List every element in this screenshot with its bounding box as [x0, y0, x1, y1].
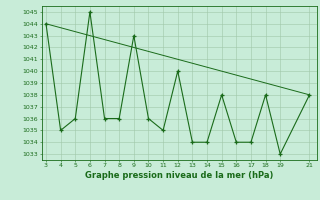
X-axis label: Graphe pression niveau de la mer (hPa): Graphe pression niveau de la mer (hPa)	[85, 171, 273, 180]
